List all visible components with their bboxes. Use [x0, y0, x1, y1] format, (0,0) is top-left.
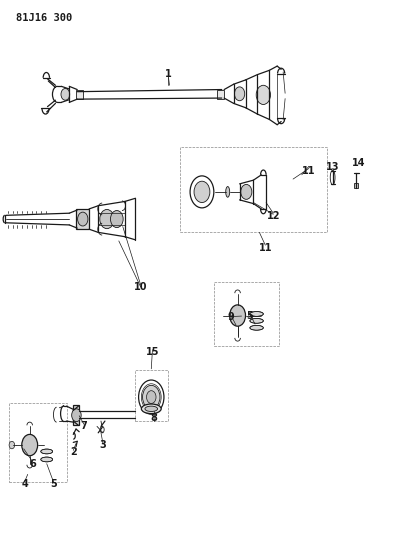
Text: 14: 14	[352, 158, 365, 167]
Text: 5: 5	[246, 311, 253, 320]
Bar	[217, 90, 224, 99]
Text: 2: 2	[70, 447, 77, 457]
Text: 4: 4	[21, 479, 28, 489]
Text: 11: 11	[259, 243, 272, 253]
Ellipse shape	[226, 187, 230, 197]
Bar	[135, 370, 168, 421]
Text: 7: 7	[80, 422, 88, 431]
Text: 3: 3	[99, 440, 107, 450]
Text: 8: 8	[150, 414, 157, 423]
Circle shape	[110, 211, 123, 228]
Text: 6: 6	[29, 459, 36, 469]
Circle shape	[100, 209, 114, 229]
Bar	[76, 90, 83, 99]
Circle shape	[143, 385, 160, 409]
Circle shape	[61, 88, 70, 100]
Circle shape	[256, 85, 270, 104]
Bar	[180, 147, 327, 232]
Circle shape	[9, 441, 15, 449]
Text: 10: 10	[134, 282, 147, 292]
Text: 1: 1	[165, 69, 172, 78]
Ellipse shape	[41, 457, 53, 462]
Text: 5: 5	[50, 479, 57, 489]
Circle shape	[230, 305, 246, 326]
Text: 81J16 300: 81J16 300	[16, 13, 72, 23]
Circle shape	[147, 391, 156, 403]
Circle shape	[241, 184, 252, 199]
Ellipse shape	[250, 325, 263, 330]
Circle shape	[78, 212, 88, 226]
Ellipse shape	[141, 404, 161, 414]
Text: 12: 12	[267, 211, 280, 221]
Ellipse shape	[41, 449, 53, 454]
Circle shape	[234, 87, 245, 101]
Circle shape	[22, 434, 38, 456]
Ellipse shape	[250, 311, 263, 316]
Text: 13: 13	[326, 162, 339, 172]
Bar	[214, 282, 279, 346]
Bar	[354, 183, 358, 188]
Ellipse shape	[145, 406, 158, 411]
Circle shape	[72, 409, 81, 422]
Ellipse shape	[250, 318, 263, 323]
Bar	[76, 209, 89, 229]
Bar	[9, 403, 67, 482]
Text: 11: 11	[302, 166, 316, 175]
Bar	[73, 405, 79, 425]
Circle shape	[194, 181, 210, 203]
Text: 9: 9	[227, 312, 234, 322]
Text: 15: 15	[146, 347, 159, 357]
